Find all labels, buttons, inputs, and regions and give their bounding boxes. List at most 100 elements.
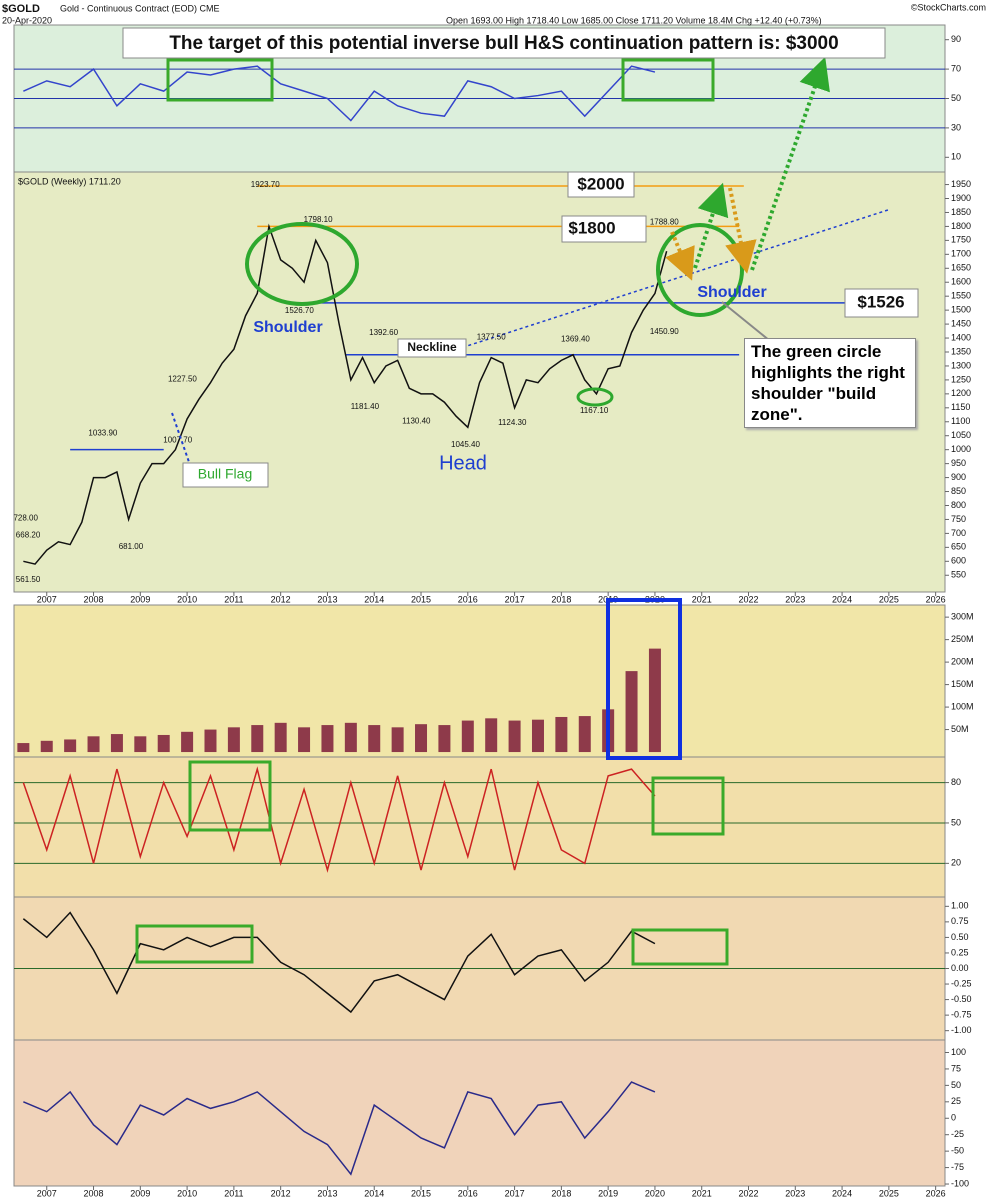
arrow: [665, 231, 695, 281]
series-line: [23, 1081, 656, 1176]
highlight: [606, 598, 682, 760]
x-tick-label: 2022: [738, 1188, 758, 1198]
x-tick-label: 2025: [879, 1188, 899, 1198]
highlight: [631, 928, 729, 966]
series-line: [22, 766, 656, 873]
x-tick-label: 2014: [364, 1188, 384, 1198]
y-tick-label: 0.75: [951, 916, 969, 926]
volume-bar: [438, 725, 451, 753]
volume-bar: [415, 724, 428, 753]
y-tick-label: 550: [951, 570, 966, 580]
volume-bar: [17, 743, 30, 753]
volume-bar: [368, 725, 381, 753]
y-tick-label: 600: [951, 556, 966, 566]
x-tick-label: 2008: [84, 1188, 104, 1198]
x-tick-label: 2014: [364, 594, 384, 604]
y-tick-label: 1000: [951, 444, 971, 454]
y-tick-label: 50: [951, 1080, 961, 1090]
x-tick-label: 2025: [879, 594, 899, 604]
y-tick-label: 1300: [951, 360, 971, 370]
volume-bar: [157, 734, 170, 753]
volume-bar: [251, 725, 264, 753]
note: The green circle highlights the right sh…: [744, 338, 916, 428]
price-label: 1526.70: [285, 306, 314, 315]
y-tick-label: 50: [951, 93, 961, 103]
x-tick-label: 2016: [458, 594, 478, 604]
y-tick-label: -0.75: [951, 1010, 972, 1020]
y-tick-label: 700: [951, 528, 966, 538]
level-label: $1800: [568, 218, 615, 237]
panel-bg: [13, 1039, 946, 1187]
highlight: [166, 58, 274, 102]
price-label: 668.20: [16, 530, 41, 539]
price-label: 1369.40: [561, 335, 590, 344]
box: [397, 338, 467, 358]
volume-bar: [648, 648, 661, 753]
series-line: [23, 65, 656, 122]
panel-bg: [13, 756, 946, 898]
y-tick-label: 1900: [951, 193, 971, 203]
credit: ©StockCharts.com: [911, 2, 986, 12]
y-tick-label: 950: [951, 458, 966, 468]
y-tick-label: -50: [951, 1146, 964, 1156]
y-tick-label: 1350: [951, 346, 971, 356]
x-tick-label: 2015: [411, 594, 431, 604]
x-tick-label: 2007: [37, 594, 57, 604]
x-tick-label: 2012: [271, 1188, 291, 1198]
arrow: [750, 56, 830, 271]
y-tick-label: 100: [951, 1047, 966, 1057]
y-tick-label: 75: [951, 1063, 961, 1073]
volume-bar: [87, 736, 100, 753]
volume-bar: [461, 720, 474, 753]
y-tick-label: 300M: [951, 612, 974, 622]
y-tick-label: 1600: [951, 277, 971, 287]
y-tick-label: 50M: [951, 724, 969, 734]
y-tick-label: 1950: [951, 179, 971, 189]
shoulder-label: Shoulder: [253, 319, 322, 336]
y-tick-label: 900: [951, 472, 966, 482]
x-tick-label: 2018: [551, 594, 571, 604]
y-tick-label: 80: [951, 777, 961, 787]
volume-bar: [578, 716, 591, 753]
x-tick-label: 2009: [130, 594, 150, 604]
y-tick-label: 20: [951, 858, 961, 868]
highlight: [576, 387, 614, 407]
y-tick-label: 1800: [951, 221, 971, 231]
price-label: 1377.50: [477, 332, 506, 341]
x-tick-label: 2022: [738, 594, 758, 604]
price-label: 1167.10: [580, 406, 609, 415]
price-label: 1130.40: [402, 416, 431, 425]
highlight: [651, 776, 725, 836]
volume-bar: [298, 727, 311, 753]
y-tick-label: 750: [951, 514, 966, 524]
target-text: The target of this potential inverse bul…: [169, 33, 838, 54]
price-label: 1788.80: [650, 218, 679, 227]
volume-bar: [391, 727, 404, 753]
volume-bar: [227, 727, 240, 753]
x-tick-label: 2020: [645, 1188, 665, 1198]
price-label: 1450.90: [650, 327, 679, 336]
trend-line: [439, 208, 890, 356]
x-tick-label: 2024: [832, 1188, 852, 1198]
y-tick-label: 1750: [951, 235, 971, 245]
volume-bar: [64, 739, 77, 753]
legend: $GOLD (Weekly) 1711.20: [18, 176, 121, 186]
volume-bar: [110, 734, 123, 753]
y-tick-label: 0.25: [951, 947, 969, 957]
volume-bar: [204, 729, 217, 753]
panel-bg: [13, 604, 946, 758]
y-tick-label: 850: [951, 486, 966, 496]
description: Gold - Continuous Contract (EOD) CME: [60, 3, 220, 13]
x-tick-label: 2013: [317, 1188, 337, 1198]
volume-bar: [625, 671, 638, 753]
box: [122, 27, 886, 59]
y-tick-label: 1550: [951, 291, 971, 301]
x-tick-label: 2021: [692, 1188, 712, 1198]
price-label: 1033.90: [88, 428, 117, 437]
box: [182, 462, 269, 488]
x-tick-label: 2010: [177, 1188, 197, 1198]
x-tick-label: 2024: [832, 594, 852, 604]
volume-bar: [531, 719, 544, 753]
price-label: 1045.40: [451, 440, 480, 449]
